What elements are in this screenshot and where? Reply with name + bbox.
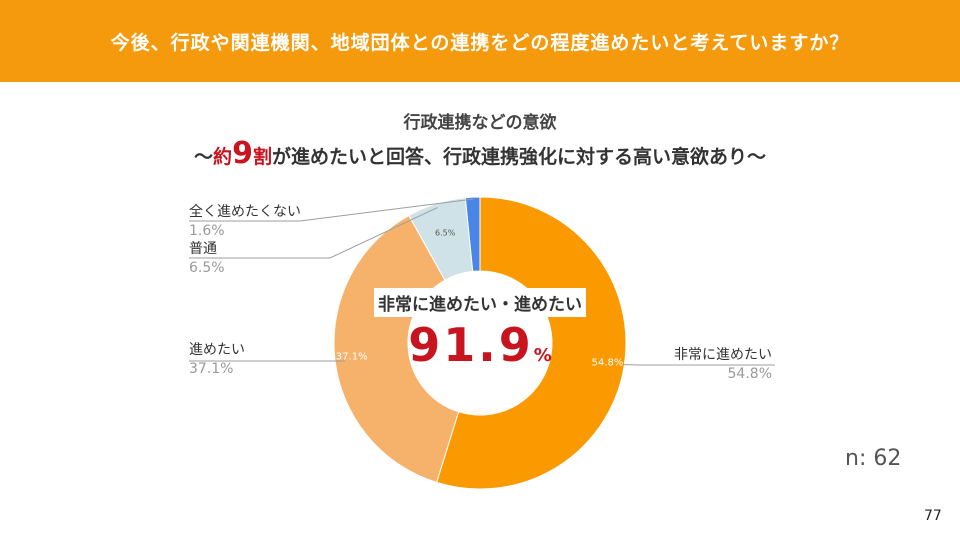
headline-red-after: 割 xyxy=(252,146,272,168)
chart-subtitle: 行政連携などの意欲 xyxy=(403,113,557,133)
center-value: 91.9% xyxy=(330,318,630,372)
label-strongly-not-want-name: 全く進めたくない xyxy=(189,204,301,220)
inner-label-want: 37.1% xyxy=(336,351,368,362)
question-title: 今後、行政や関連機関、地域団体との連携をどの程度進めたいと考えていますか？ xyxy=(110,31,850,54)
label-want-name: 進めたい xyxy=(189,342,245,358)
center-label: 非常に進めたい・進めたい xyxy=(374,288,586,317)
inner-label-strongly-want: 54.8% xyxy=(592,357,624,368)
center-value-unit: % xyxy=(533,345,552,366)
inner-label-neutral: 6.5% xyxy=(435,228,456,237)
label-strongly-want-name: 非常に進めたい xyxy=(674,347,772,363)
label-strongly-not-want-value: 1.6% xyxy=(189,223,225,239)
label-want: 進めたい 37.1% xyxy=(189,341,245,379)
headline-red-before: 約 xyxy=(213,146,233,168)
center-summary: 非常に進めたい・進めたい 91.9% xyxy=(330,288,630,372)
slice-strongly-want xyxy=(436,196,627,490)
label-strongly-not-want: 全く進めたくない 1.6% xyxy=(189,203,301,241)
label-neutral: 普通 6.5% xyxy=(189,240,225,278)
leader-line-strongly-not-want xyxy=(189,198,473,222)
label-neutral-value: 6.5% xyxy=(189,260,225,276)
slice-strongly-not-want xyxy=(464,196,481,272)
label-strongly-want-value: 54.8% xyxy=(727,366,772,382)
sample-size: n: 62 xyxy=(845,446,902,471)
headline-rest: が進めたいと回答、行政連携強化に対する高い意欲あり〜 xyxy=(271,146,766,168)
label-strongly-want: 非常に進めたい 54.8% xyxy=(640,346,772,384)
header-banner: 今後、行政や関連機関、地域団体との連携をどの程度進めたいと考えていますか？ xyxy=(0,0,960,82)
headline-big-number: 9 xyxy=(232,136,253,171)
headline: 〜約9割が進めたいと回答、行政連携強化に対する高い意欲あり〜 xyxy=(0,136,960,171)
center-value-number: 91.9 xyxy=(408,318,534,372)
leader-line-neutral xyxy=(189,207,438,259)
label-neutral-name: 普通 xyxy=(189,241,217,257)
label-want-value: 37.1% xyxy=(189,361,234,377)
headline-prefix: 〜 xyxy=(194,146,214,168)
page-number: 77 xyxy=(924,508,942,524)
